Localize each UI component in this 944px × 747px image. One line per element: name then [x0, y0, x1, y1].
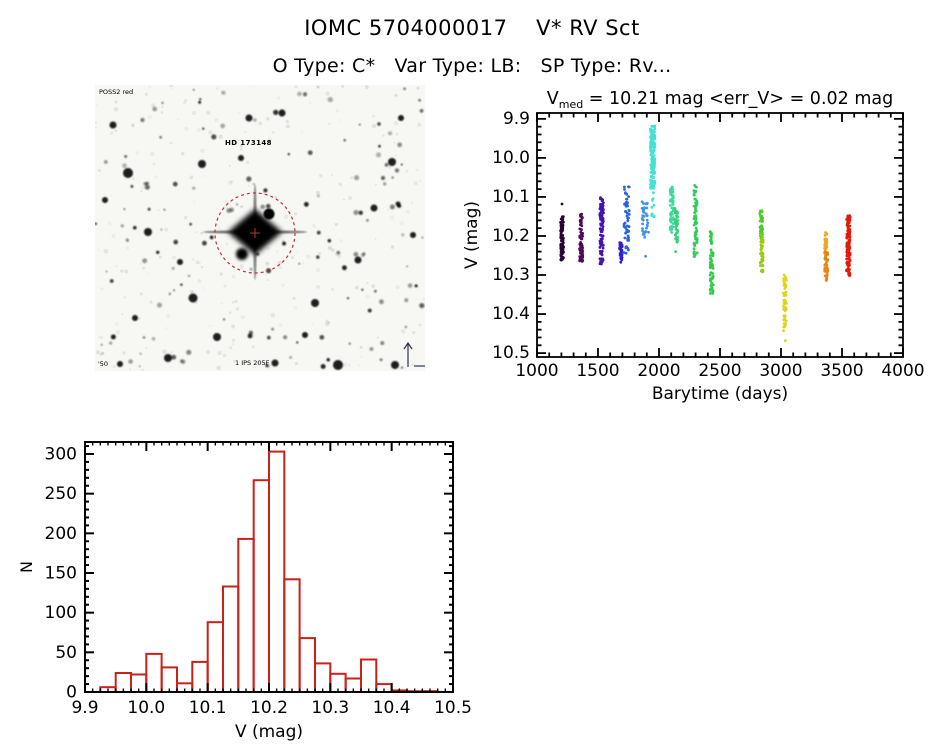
svg-text:100: 100 [45, 603, 77, 623]
svg-text:10.3: 10.3 [311, 698, 349, 718]
svg-text:10.3: 10.3 [492, 265, 530, 285]
svg-text:300: 300 [45, 445, 77, 465]
svg-text:10.4: 10.4 [492, 304, 530, 324]
svg-text:1500: 1500 [576, 361, 619, 381]
target-crosshair [250, 228, 260, 238]
light-curve-plot: 1000 1500 2000 2500 3000 3500 4000 9.9 10.0 10.1 1… [462, 89, 925, 404]
svg-text:10.0: 10.0 [127, 698, 165, 718]
lightcurve-xlabel: Barytime (days) [652, 384, 788, 404]
svg-text:50: 50 [55, 643, 77, 663]
svg-text:10.0: 10.0 [492, 148, 530, 168]
corner-label: '50 [98, 360, 108, 368]
coords-label: 1 IPS 205F [235, 359, 270, 367]
lightcurve-points [559, 124, 852, 342]
histogram-xlabel: V (mag) [235, 722, 303, 742]
lightcurve-ylabel: V (mag) [462, 201, 482, 269]
svg-text:4000: 4000 [881, 361, 924, 381]
svg-text:1000: 1000 [515, 361, 558, 381]
svg-text:10.5: 10.5 [492, 343, 530, 363]
svg-text:10.2: 10.2 [492, 226, 530, 246]
orientation-arrow-icon [403, 341, 425, 367]
svg-text:10.2: 10.2 [250, 698, 288, 718]
lightcurve-title: Vmed = 10.21 mag <err_V> = 0.02 mag [547, 89, 893, 111]
target-circle [214, 192, 296, 274]
lightcurve-labels: 1000 1500 2000 2500 3000 3500 4000 9.9 10.0 10.1 1… [462, 89, 925, 404]
histogram-plot: 9.9 10.0 10.1 10.2 10.3 10.4 10.5 0 50 100 150 200 2… [17, 441, 472, 743]
svg-text:2000: 2000 [637, 361, 680, 381]
svg-text:150: 150 [45, 564, 77, 584]
histogram-ylabel: N [17, 561, 36, 573]
svg-text:10.4: 10.4 [373, 698, 411, 718]
target-label: HD 173148 [225, 139, 272, 147]
svg-text:0: 0 [66, 683, 77, 703]
histogram-labels: 9.9 10.0 10.1 10.2 10.3 10.4 10.5 0 50 100 150 200 2… [17, 445, 472, 743]
page-title: IOMC 5704000017 V* RV Sct [304, 16, 640, 40]
svg-text:10.5: 10.5 [434, 698, 472, 718]
sky-noise [95, 85, 425, 371]
svg-text:3000: 3000 [759, 361, 802, 381]
svg-text:200: 200 [45, 524, 77, 544]
svg-text:250: 250 [45, 484, 77, 504]
svg-text:9.9: 9.9 [71, 698, 98, 718]
histogram-bars [99, 450, 439, 694]
svg-text:10.1: 10.1 [189, 698, 227, 718]
svg-text:9.9: 9.9 [503, 109, 530, 129]
page-subtitle: O Type: C* Var Type: LB: SP Type: Rv... [272, 55, 672, 77]
svg-text:3500: 3500 [820, 361, 863, 381]
histogram-axes [84, 441, 454, 693]
svg-text:10.1: 10.1 [492, 187, 530, 207]
svg-text:2500: 2500 [698, 361, 741, 381]
finding-chart-image: HD 173148 POSS2 red '50 1 IPS 205F [95, 85, 425, 371]
lightcurve-axes [536, 112, 904, 358]
field-stars [95, 85, 425, 370]
survey-label: POSS2 red [99, 88, 133, 96]
